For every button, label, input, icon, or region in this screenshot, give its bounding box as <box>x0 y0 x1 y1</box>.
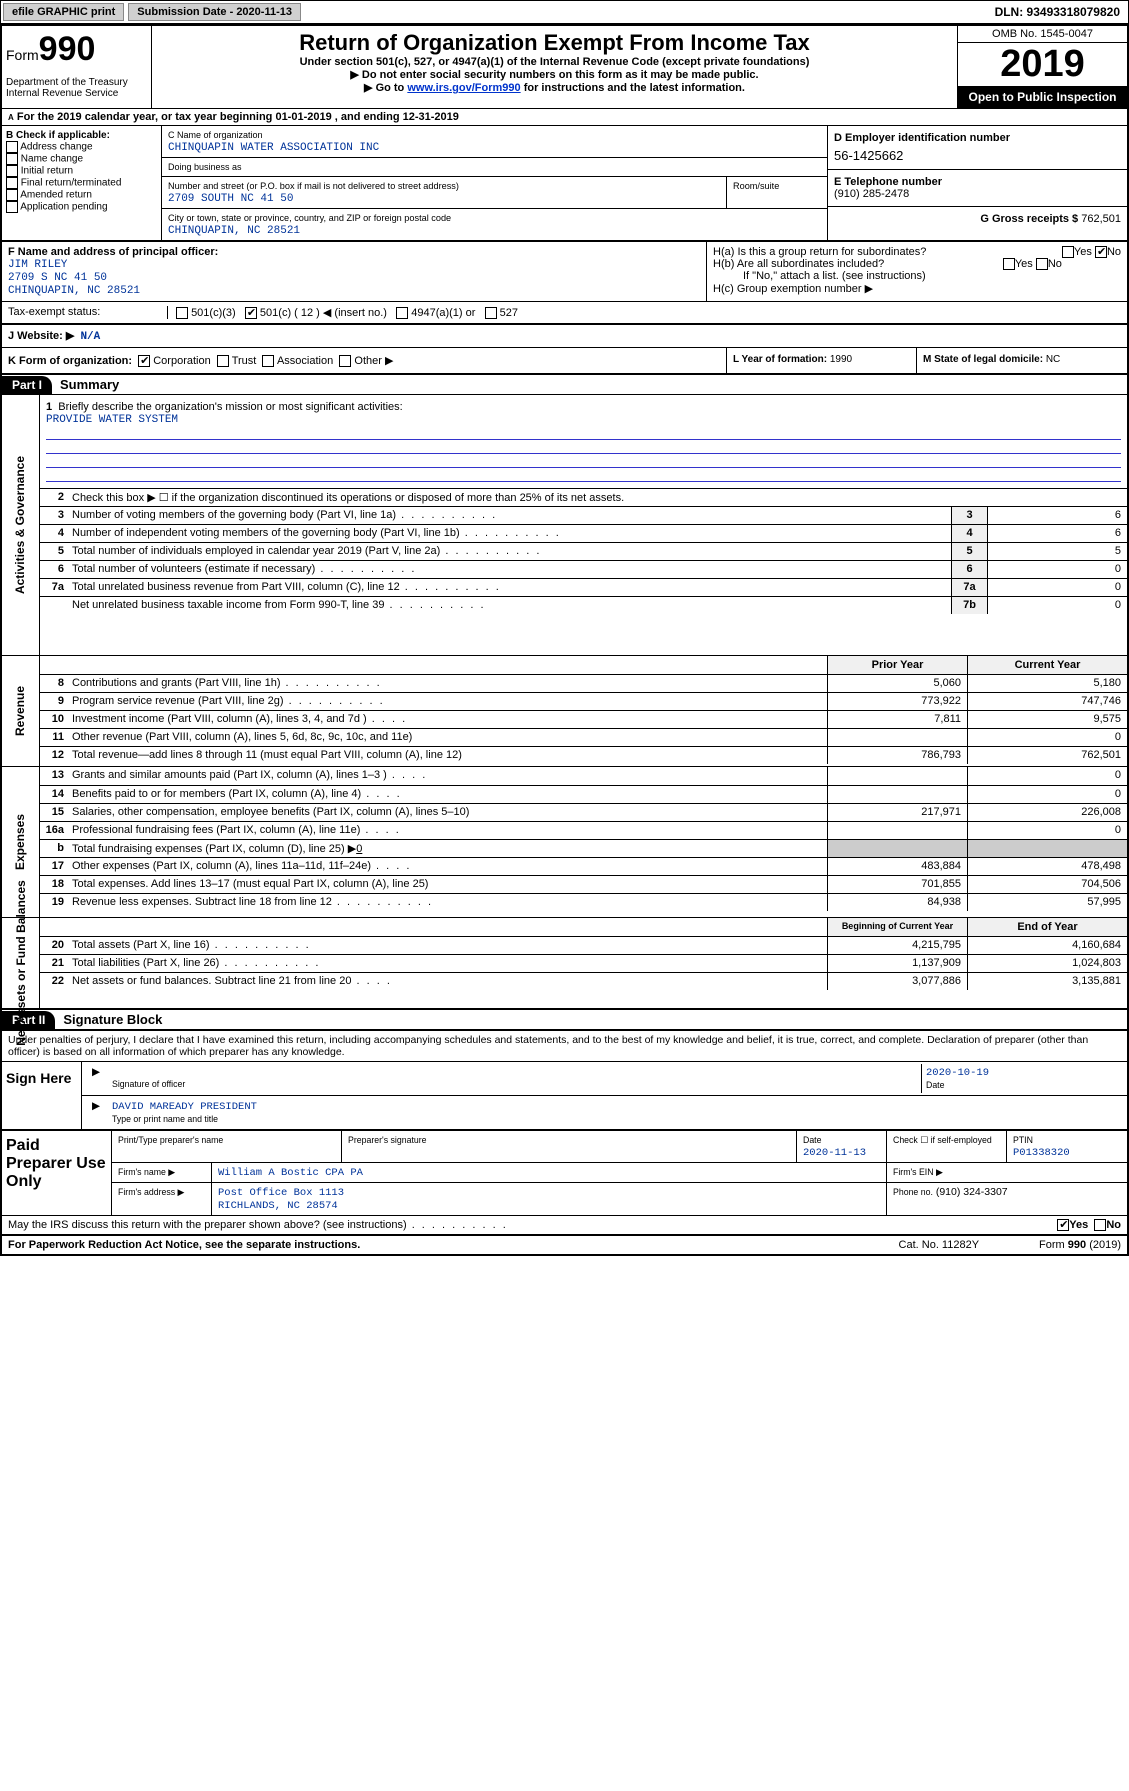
paperwork-notice: For Paperwork Reduction Act Notice, see … <box>8 1239 360 1251</box>
line8: Contributions and grants (Part VIII, lin… <box>68 675 827 692</box>
officer-cell: F Name and address of principal officer:… <box>2 242 707 301</box>
goto-note: ▶ Go to www.irs.gov/Form990 for instruct… <box>160 81 949 94</box>
form-subtitle: Under section 501(c), 527, or 4947(a)(1)… <box>160 56 949 68</box>
line16b: Total fundraising expenses (Part IX, col… <box>68 840 827 857</box>
gov-sidelabel: Activities & Governance <box>14 456 28 594</box>
line1-text: Briefly describe the organization's miss… <box>58 401 402 413</box>
line6: Total number of volunteers (estimate if … <box>68 561 951 578</box>
block-k: K Form of organization: Corporation Trus… <box>2 348 727 373</box>
line2: Check this box ▶ ☐ if the organization d… <box>68 489 1127 506</box>
ssn-note: ▶ Do not enter social security numbers o… <box>160 68 949 81</box>
org-name-cell: C Name of organization CHINQUAPIN WATER … <box>162 126 827 158</box>
line9: Program service revenue (Part VIII, line… <box>68 693 827 710</box>
line15: Salaries, other compensation, employee b… <box>68 804 827 821</box>
line10: Investment income (Part VIII, column (A)… <box>68 711 827 728</box>
prior-year-header: Prior Year <box>827 656 967 674</box>
line17: Other expenses (Part IX, column (A), lin… <box>68 858 827 875</box>
irs-link[interactable]: www.irs.gov/Form990 <box>407 82 520 94</box>
line22: Net assets or fund balances. Subtract li… <box>68 973 827 990</box>
submission-date-button[interactable]: Submission Date - 2020-11-13 <box>128 3 301 21</box>
end-year-header: End of Year <box>967 918 1127 936</box>
net-sidelabel: Net Assets or Fund Balances <box>14 880 28 1046</box>
part1-title: Summary <box>52 375 127 394</box>
discuss-yes-checkbox[interactable] <box>1057 1219 1069 1231</box>
tax-year: 2019 <box>958 43 1127 86</box>
discuss-text: May the IRS discuss this return with the… <box>8 1219 508 1231</box>
city-cell: City or town, state or province, country… <box>162 209 827 240</box>
open-inspection: Open to Public Inspection <box>958 86 1127 108</box>
line18: Total expenses. Add lines 13–17 (must eq… <box>68 876 827 893</box>
form-label: Form990 <box>6 30 147 69</box>
line11: Other revenue (Part VIII, column (A), li… <box>68 729 827 746</box>
gross-receipts-cell: G Gross receipts $ 762,501 <box>828 207 1127 231</box>
paid-preparer-label: Paid Preparer Use Only <box>2 1131 112 1215</box>
dln-text: DLN: 93493318079820 <box>995 5 1126 19</box>
dba-cell: Doing business as <box>162 158 827 177</box>
omb-number: OMB No. 1545-0047 <box>958 26 1127 43</box>
line7a: Total unrelated business revenue from Pa… <box>68 579 951 596</box>
discuss-no-checkbox[interactable] <box>1094 1219 1106 1231</box>
line14: Benefits paid to or for members (Part IX… <box>68 786 827 803</box>
line13: Grants and similar amounts paid (Part IX… <box>68 767 827 785</box>
tax-status-row: Tax-exempt status: 501(c)(3) 501(c) ( 12… <box>2 301 1127 324</box>
street-cell: Number and street (or P.O. box if mail i… <box>162 177 727 208</box>
line20: Total assets (Part X, line 16) <box>68 937 827 954</box>
exp-sidelabel: Expenses <box>14 814 28 870</box>
part2-badge: Part II <box>2 1011 55 1029</box>
phone-cell: E Telephone number (910) 285-2478 <box>828 170 1127 207</box>
room-cell: Room/suite <box>727 177 827 208</box>
dept-text: Department of the Treasury Internal Reve… <box>6 77 147 99</box>
part1-badge: Part I <box>2 376 52 394</box>
form-version: Form 990 (2019) <box>1039 1239 1121 1251</box>
form-title: Return of Organization Exempt From Incom… <box>160 30 949 56</box>
line4: Number of independent voting members of … <box>68 525 951 542</box>
rev-sidelabel: Revenue <box>14 686 28 736</box>
block-l: L Year of formation: 1990 <box>727 348 917 373</box>
tax-period: A For the 2019 calendar year, or tax yea… <box>2 109 1127 126</box>
penalty-text: Under penalties of perjury, I declare th… <box>2 1031 1127 1062</box>
block-h: H(a) Is this a group return for subordin… <box>707 242 1127 301</box>
block-m: M State of legal domicile: NC <box>917 348 1127 373</box>
line12: Total revenue—add lines 8 through 11 (mu… <box>68 747 827 764</box>
line7b: Net unrelated business taxable income fr… <box>68 597 951 614</box>
cat-no: Cat. No. 11282Y <box>899 1239 980 1251</box>
line19: Revenue less expenses. Subtract line 18 … <box>68 894 827 911</box>
current-year-header: Current Year <box>967 656 1127 674</box>
website-row: J Website: ▶ N/A <box>2 324 1127 347</box>
line16a: Professional fundraising fees (Part IX, … <box>68 822 827 839</box>
part2-title: Signature Block <box>55 1010 170 1029</box>
mission-text: PROVIDE WATER SYSTEM <box>46 414 178 426</box>
begin-year-header: Beginning of Current Year <box>827 918 967 936</box>
line5: Total number of individuals employed in … <box>68 543 951 560</box>
line3: Number of voting members of the governin… <box>68 507 951 524</box>
ein-cell: D Employer identification number 56-1425… <box>828 126 1127 170</box>
line21: Total liabilities (Part X, line 26) <box>68 955 827 972</box>
efile-button[interactable]: efile GRAPHIC print <box>3 3 124 21</box>
block-b: B Check if applicable: Address change Na… <box>2 126 162 240</box>
sign-here-label: Sign Here <box>2 1062 82 1129</box>
